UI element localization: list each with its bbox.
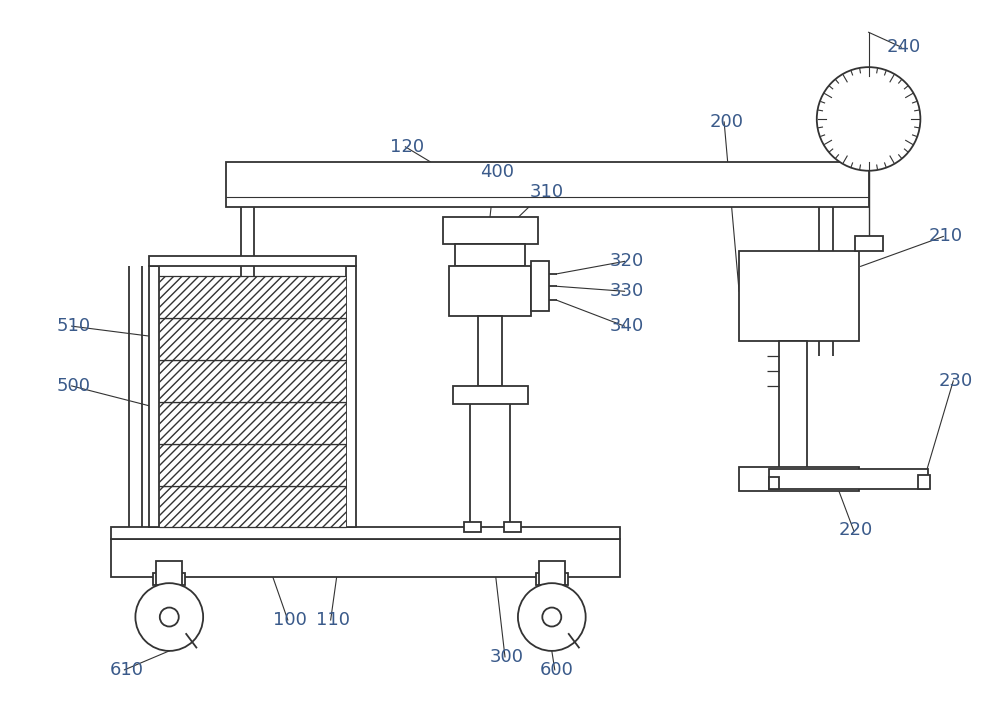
Text: 300: 300	[490, 648, 524, 666]
Text: 330: 330	[610, 282, 644, 301]
Circle shape	[160, 608, 179, 627]
Text: 240: 240	[887, 38, 921, 56]
Bar	[453, 386, 528, 404]
Bar	[443, 216, 538, 245]
Bar	[159, 277, 346, 318]
Bar	[111, 539, 620, 577]
Text: 100: 100	[273, 611, 307, 629]
Bar	[449, 266, 531, 317]
Text: 310: 310	[530, 183, 564, 200]
Bar	[769, 468, 928, 489]
Circle shape	[542, 608, 561, 627]
Circle shape	[518, 583, 586, 651]
Bar	[504, 523, 521, 532]
Bar	[478, 317, 502, 386]
Bar	[918, 475, 930, 489]
Bar	[153, 574, 185, 585]
Text: 220: 220	[839, 521, 873, 539]
Bar	[855, 237, 883, 251]
Bar	[159, 486, 346, 527]
Bar	[111, 527, 620, 539]
Bar	[156, 561, 182, 585]
Bar	[536, 574, 568, 585]
Text: 230: 230	[938, 372, 973, 390]
Bar	[159, 318, 346, 360]
Text: 320: 320	[610, 253, 644, 270]
Bar	[149, 266, 159, 527]
Text: 610: 610	[109, 661, 143, 679]
Bar	[769, 476, 779, 489]
Bar	[159, 360, 346, 402]
Text: 200: 200	[709, 113, 743, 131]
Bar	[739, 467, 859, 491]
Bar	[149, 256, 356, 266]
Circle shape	[817, 67, 920, 171]
Bar	[226, 162, 869, 207]
Text: 600: 600	[540, 661, 574, 679]
Text: 500: 500	[57, 377, 91, 395]
Bar	[539, 561, 565, 585]
Bar	[779, 341, 807, 468]
Bar	[159, 444, 346, 486]
Text: 210: 210	[928, 227, 962, 245]
Text: 340: 340	[610, 317, 644, 335]
Bar	[464, 523, 481, 532]
Bar	[455, 245, 525, 266]
Text: 120: 120	[390, 138, 425, 156]
Bar	[739, 251, 859, 341]
Bar	[159, 402, 346, 444]
Bar	[531, 261, 549, 311]
Text: 510: 510	[57, 317, 91, 335]
Text: 400: 400	[480, 163, 514, 181]
Circle shape	[135, 583, 203, 651]
Bar	[346, 266, 356, 527]
Text: 110: 110	[316, 611, 350, 629]
